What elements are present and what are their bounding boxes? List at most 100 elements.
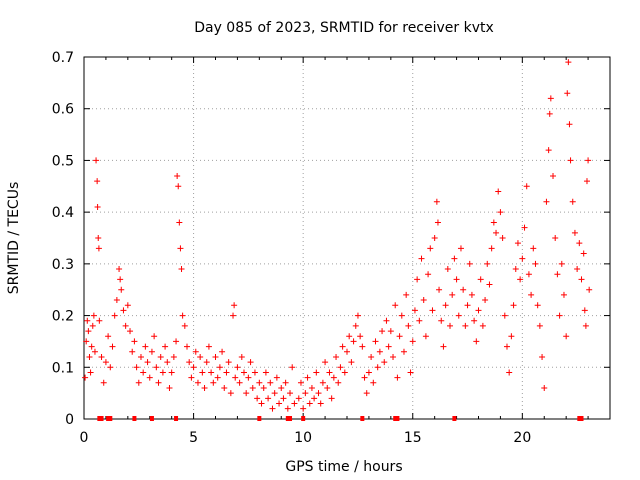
baseline-marker [108,416,113,421]
data-point [392,302,399,309]
data-point [85,328,92,335]
data-point [170,353,177,360]
data-point [240,369,247,376]
data-point [523,183,530,190]
baseline-marker [257,416,262,421]
data-point [186,359,193,366]
baseline-marker [393,416,398,421]
data-point [585,157,592,164]
x-tick-label: 20 [513,430,531,446]
data-point [374,364,381,371]
data-point [528,291,535,298]
data-point [122,322,129,329]
y-axis-label: SRMTID / TECUs [6,182,22,295]
data-point [348,359,355,366]
data-point [473,338,480,345]
data-point [501,312,508,319]
data-point [354,312,361,319]
data-point [457,245,464,252]
data-point [574,266,581,273]
data-point [87,369,94,376]
data-point [550,172,557,179]
data-point [82,374,89,381]
data-point [462,322,469,329]
data-point [157,353,164,360]
data-point [287,390,294,397]
data-point [234,364,241,371]
data-point [243,390,250,397]
data-point [117,276,124,283]
data-point [188,374,195,381]
baseline-marker [452,416,457,421]
data-point [503,343,510,350]
data-point [460,286,467,293]
data-point [278,384,285,391]
data-point [563,333,570,340]
data-point [447,322,454,329]
data-point [565,59,572,66]
data-point [341,369,348,376]
data-point [197,353,204,360]
data-point [541,384,548,391]
baseline-marker [360,416,365,421]
data-point [365,369,372,376]
data-point [249,384,256,391]
chart-title: Day 085 of 2023, SRMTID for receiver kvt… [194,20,494,36]
data-point [328,395,335,402]
data-point [311,395,318,402]
data-point [490,219,497,226]
data-point [111,312,118,319]
data-point [94,178,101,185]
data-point [534,302,541,309]
data-point [124,302,131,309]
data-point [545,147,552,154]
data-point [508,333,515,340]
data-point [107,364,114,371]
data-point [514,240,521,247]
data-point [433,198,440,205]
data-point [137,353,144,360]
data-point [583,178,590,185]
data-point [497,209,504,216]
data-point [308,384,315,391]
data-point [273,374,280,381]
data-point [464,302,471,309]
data-point [357,333,364,340]
data-point [381,359,388,366]
baseline-marker [132,416,137,421]
data-point [88,343,95,350]
x-tick-label: 10 [294,430,312,446]
data-point [96,317,103,324]
data-point [379,328,386,335]
data-point [400,348,407,355]
data-point [581,307,588,314]
data-point [414,276,421,283]
x-tick-label: 15 [404,430,422,446]
data-point [532,260,539,267]
data-point [289,364,296,371]
data-point [236,379,243,386]
data-point [174,172,181,179]
data-point [164,359,171,366]
data-point [90,312,97,319]
data-point [390,353,397,360]
data-point [133,364,140,371]
baseline-marker [97,416,102,421]
data-point [280,395,287,402]
data-point [258,400,265,407]
data-point [291,400,298,407]
data-point [262,369,269,376]
data-point [94,203,101,210]
data-point [499,235,506,241]
data-point [199,369,206,376]
data-point [407,369,414,376]
data-point [552,235,559,241]
data-point [113,297,120,304]
data-point [556,312,563,319]
data-point [558,260,565,267]
data-point [135,379,142,386]
data-point [361,374,368,381]
x-axis-label: GPS time / hours [285,459,402,475]
data-point [109,343,116,350]
data-point [337,364,344,371]
